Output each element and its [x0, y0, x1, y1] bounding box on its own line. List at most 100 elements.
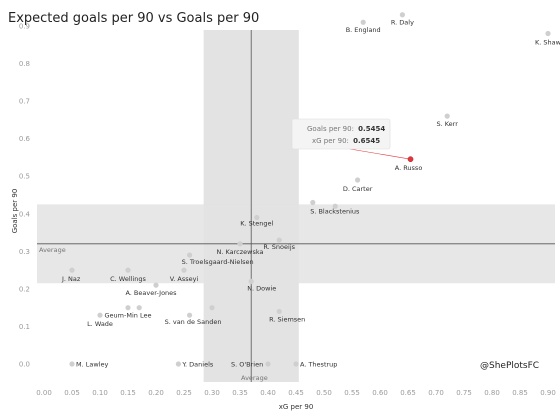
data-point[interactable] — [69, 267, 75, 273]
point-label: N. Dowie — [247, 284, 276, 292]
x-tick-label: 0.05 — [64, 389, 80, 397]
y-tick-label: 0.6 — [19, 135, 31, 143]
tooltip-xg-row: xG per 90: 0.6545 — [312, 137, 380, 145]
data-point[interactable] — [444, 113, 450, 119]
point-label: A. Beaver-Jones — [125, 289, 177, 297]
average-lines — [37, 30, 555, 382]
point-label: L. Wade — [87, 320, 113, 328]
tooltip-connector — [349, 148, 411, 160]
data-point[interactable] — [407, 156, 414, 163]
point-label: M. Lawley — [76, 361, 108, 369]
data-points — [69, 12, 551, 367]
data-point[interactable] — [355, 177, 361, 183]
watermark-handle: @ShePlotsFC — [480, 361, 539, 371]
tooltip-russo: Goals per 90: 0.5454 xG per 90: 0.6545 — [291, 118, 391, 150]
data-point[interactable] — [125, 267, 131, 273]
data-point[interactable] — [293, 361, 299, 367]
y-tick-label: 0.7 — [19, 98, 30, 106]
data-point[interactable] — [209, 305, 215, 311]
data-point[interactable] — [332, 203, 338, 209]
x-tick-label: 0.40 — [260, 389, 276, 397]
point-label: K. Stengel — [240, 220, 273, 228]
point-label: K. Shaw — [535, 39, 560, 47]
x-tick-label: 0.50 — [316, 389, 332, 397]
y-tick-label: 0.5 — [19, 173, 30, 181]
x-tick-label: 0.35 — [232, 389, 248, 397]
x-tick-label: 0.85 — [512, 389, 528, 397]
x-tick-label: 0.65 — [400, 389, 416, 397]
point-label: V. Asseyi — [170, 275, 199, 283]
point-label: R. Snoeijs — [263, 243, 295, 251]
data-point[interactable] — [125, 305, 131, 311]
point-label: J. Naz — [61, 275, 81, 283]
x-axis-label: xG per 90 — [279, 403, 314, 411]
data-point[interactable] — [97, 312, 103, 318]
tooltip-box — [291, 118, 391, 150]
point-label: A. Russo — [395, 164, 423, 172]
data-point[interactable] — [265, 361, 271, 367]
data-point[interactable] — [153, 282, 159, 288]
data-point[interactable] — [545, 30, 551, 37]
point-label: N. Karczewska — [217, 248, 264, 256]
y-tick-label: 0.9 — [19, 23, 30, 31]
y-tick-label: 0.4 — [19, 210, 31, 218]
point-label: R. Siemsen — [269, 315, 305, 323]
point-label: C. Wellings — [110, 275, 146, 283]
data-point[interactable] — [276, 308, 282, 315]
x-tick-label: 0.45 — [288, 389, 304, 397]
x-tick-label: 0.15 — [120, 389, 136, 397]
point-labels: B. England R. Daly K. Shaw S. Kerr A. Russo D… — [61, 19, 560, 369]
x-tick-label: 0.90 — [540, 389, 556, 397]
x-tick-label: 0.10 — [92, 389, 108, 397]
x-tick-label: 0.30 — [204, 389, 220, 397]
data-point[interactable] — [248, 278, 254, 284]
data-point[interactable] — [399, 12, 405, 18]
x-tick-label: 0.20 — [148, 389, 164, 397]
average-label-horizontal: Average — [39, 246, 66, 254]
y-tick-label: 0.2 — [19, 285, 30, 293]
tooltip-xg-value: 0.6545 — [353, 137, 380, 145]
point-label: S. Troelsgaard-Nielsen — [182, 258, 254, 266]
tooltip-connector-line — [349, 148, 411, 160]
data-point[interactable] — [360, 19, 366, 25]
point-label: Y. Daniels — [181, 361, 214, 369]
point-label: S. van de Sanden — [165, 318, 222, 326]
data-point[interactable] — [175, 361, 181, 367]
data-point[interactable] — [276, 237, 282, 243]
x-tick-label: 0.70 — [428, 389, 444, 397]
average-label-vertical: Average — [241, 374, 268, 382]
point-label: R. Daly — [391, 19, 414, 27]
x-tick-label: 0.75 — [456, 389, 472, 397]
data-point[interactable] — [310, 199, 316, 206]
chart-title: Expected goals per 90 vs Goals per 90 — [8, 11, 259, 26]
data-point[interactable] — [187, 252, 193, 258]
average-bands — [37, 30, 555, 382]
tooltip-goals-label: Goals per 90: — [307, 125, 354, 133]
y-tick-label: 0.8 — [19, 60, 30, 68]
x-tick-label: 0.25 — [176, 389, 192, 397]
y-axis-ticks: 0.0 0.1 0.2 0.3 0.4 0.5 0.6 0.7 0.8 0.9 — [19, 23, 31, 369]
y-tick-label: 0.0 — [19, 361, 30, 369]
y-tick-label: 0.3 — [19, 248, 30, 256]
data-point[interactable] — [69, 361, 75, 367]
x-tick-label: 0.60 — [372, 389, 388, 397]
point-label: A. Thestrup — [300, 361, 337, 369]
point-label: Geum-Min Lee — [105, 312, 152, 320]
data-point[interactable] — [237, 241, 243, 247]
x-axis-ticks: 0.00 0.05 0.10 0.15 0.20 0.25 0.30 0.35 0.40 0.45… — [36, 389, 556, 397]
tooltip-goals-value: 0.5454 — [358, 125, 385, 133]
data-point[interactable] — [254, 214, 260, 221]
point-label: D. Carter — [343, 185, 373, 193]
x-tick-label: 0.55 — [344, 389, 360, 397]
point-label: S. O'Brien — [231, 361, 263, 369]
y-tick-label: 0.1 — [19, 323, 30, 331]
y-axis-label: Goals per 90 — [11, 189, 19, 234]
point-label: S. Kerr — [436, 120, 458, 128]
x-tick-label: 0.00 — [36, 389, 52, 397]
data-point[interactable] — [187, 312, 193, 318]
point-label: B. England — [346, 26, 381, 34]
data-point[interactable] — [181, 267, 187, 273]
tooltip-goals-row: Goals per 90: 0.5454 — [307, 125, 385, 133]
data-point[interactable] — [136, 305, 142, 311]
